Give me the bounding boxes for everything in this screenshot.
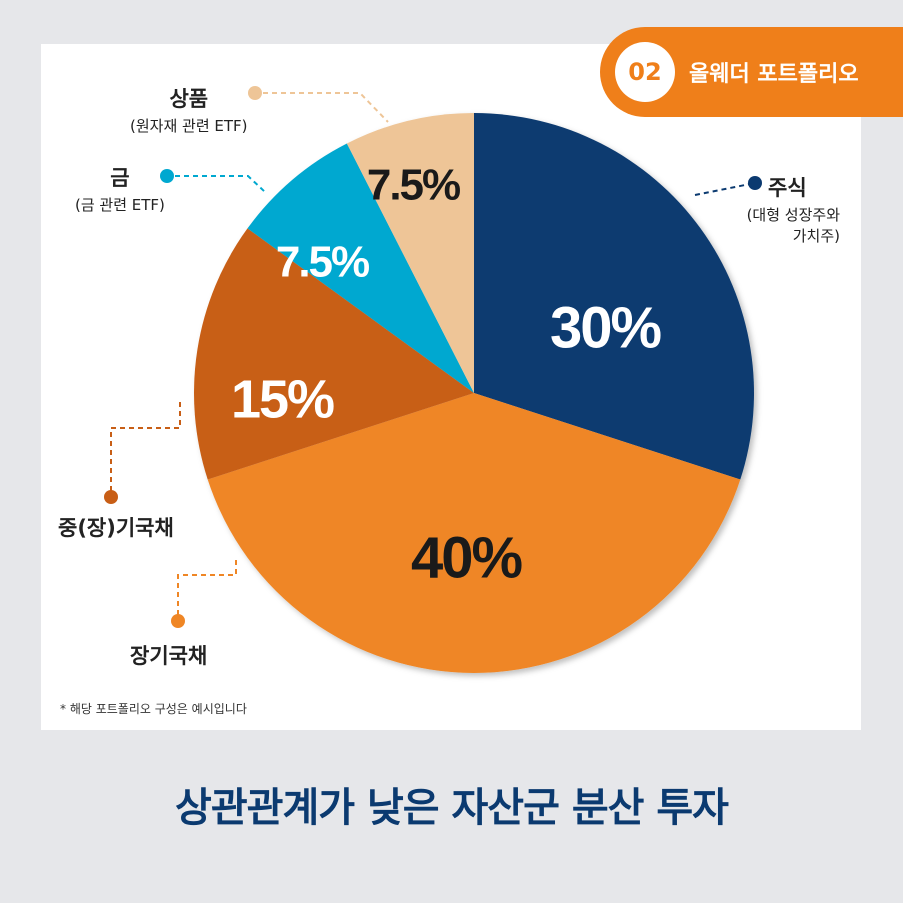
- page-headline: 상관관계가 낮은 자산군 분산 투자: [175, 785, 729, 831]
- footnote: * 해당 포트폴리오 구성은 예시입니다: [60, 702, 247, 716]
- slice-long-bond-percent-label: 40%: [411, 525, 523, 590]
- label-stocks-sub1: (대형 성장주와: [746, 206, 840, 224]
- section-badge: 02 올웨더 포트폴리오: [600, 27, 903, 117]
- slice-commodity-percent-label: 7.5%: [367, 161, 460, 210]
- slice-long-bond: [207, 393, 741, 673]
- label-mid-bond: 중(장)기국채: [58, 512, 174, 542]
- slice-gold: [247, 143, 474, 393]
- label-stocks: 주식 (대형 성장주와 가치주): [730, 172, 840, 246]
- leader-gold-dot: [160, 169, 174, 183]
- leader-lines: [104, 86, 762, 628]
- label-gold-sub: (금 관련 ETF): [75, 196, 165, 214]
- leader-mid-bond: [110, 402, 181, 492]
- label-stocks-main: 주식: [768, 176, 807, 200]
- leader-commodity: [263, 92, 389, 123]
- leader-stocks: [694, 182, 756, 196]
- leader-commodity-dot: [248, 86, 262, 100]
- label-long-bond-main: 장기국채: [130, 644, 208, 668]
- badge-number: 02: [615, 42, 675, 102]
- label-commodity: 상품 (원자재 관련 ETF): [130, 83, 248, 136]
- badge-title: 올웨더 포트폴리오: [689, 62, 859, 87]
- leader-stocks-dot: [748, 176, 762, 190]
- slice-stocks: [474, 113, 754, 480]
- slice-commodity: [346, 113, 474, 393]
- label-commodity-sub: (원자재 관련 ETF): [130, 117, 248, 135]
- leader-long-bond: [177, 560, 237, 616]
- label-mid-bond-main: 중(장)기국채: [58, 516, 174, 540]
- slice-mid-bond: [194, 228, 475, 480]
- leader-long-bond-dot: [171, 614, 185, 628]
- label-commodity-main: 상품: [169, 87, 209, 111]
- slice-gold-percent-label: 7.5%: [276, 238, 369, 287]
- label-long-bond: 장기국채: [130, 640, 207, 670]
- label-gold-main: 금: [110, 166, 130, 190]
- leader-gold: [175, 175, 266, 193]
- label-gold: 금 (금 관련 ETF): [75, 162, 165, 215]
- slice-mid-bond-percent-label: 15%: [231, 369, 334, 429]
- label-stocks-sub2: 가치주): [792, 227, 840, 245]
- leader-mid-bond-dot: [104, 490, 118, 504]
- slice-stocks-percent-label: 30%: [550, 295, 662, 360]
